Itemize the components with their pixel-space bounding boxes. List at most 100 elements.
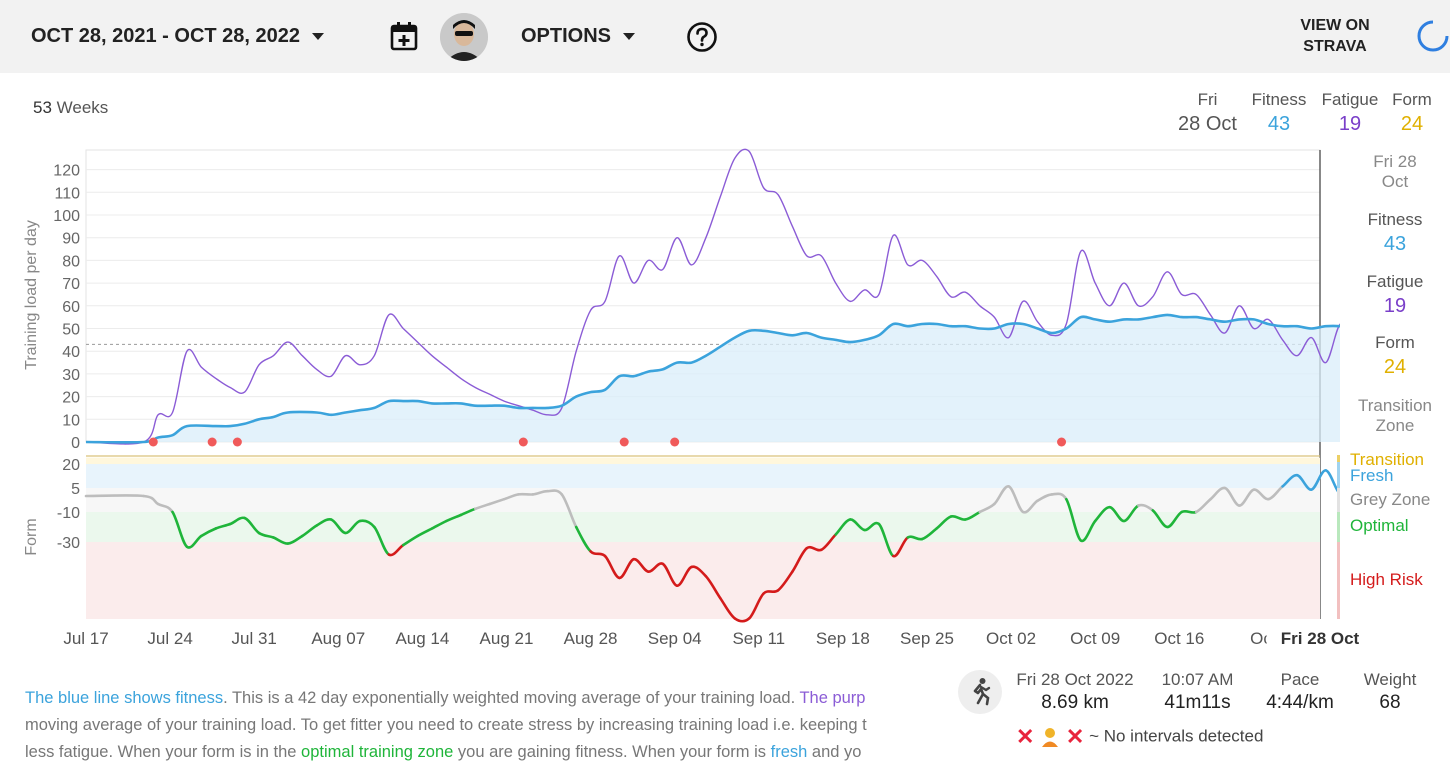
chevron-down-icon	[623, 33, 636, 41]
cross-icon: ✕	[1016, 724, 1035, 749]
zone-label-optimal: Optimal	[1350, 516, 1409, 535]
form-y-tick-label: 5	[71, 481, 80, 498]
calendar-plus-icon[interactable]	[388, 20, 420, 52]
avatar[interactable]	[440, 13, 488, 61]
options-dropdown[interactable]: OPTIONS	[521, 25, 636, 48]
x-tick-label: Jul 24	[147, 629, 193, 648]
summary-fatigue-label: Fatigue	[1321, 90, 1379, 109]
form-line-segment	[1166, 510, 1183, 529]
form-y-tick-label: -30	[57, 535, 80, 552]
form-line-segment	[200, 527, 218, 538]
form-line-segment	[1007, 485, 1025, 514]
form-line-segment	[661, 562, 679, 587]
activity-marker[interactable]	[148, 437, 158, 447]
form-line-segment	[243, 516, 261, 535]
form-line-segment	[747, 592, 765, 620]
sidebar-date: Fri 28 Oct	[1340, 152, 1450, 192]
date-range-selector[interactable]: OCT 28, 2021 - OCT 28, 2022	[31, 25, 325, 48]
activity-marker[interactable]	[232, 437, 242, 447]
summary-form-label: Form	[1392, 90, 1432, 109]
view-on-strava-link[interactable]: VIEW ON STRAVA	[1290, 15, 1380, 57]
activity-weight: Weight 68	[1355, 670, 1425, 714]
loading-spinner-icon	[1417, 20, 1449, 52]
form-line-segment	[301, 524, 318, 538]
form-line-segment	[589, 550, 607, 558]
description-line-3: less fatigue. When your form is in the o…	[25, 739, 940, 763]
form-line-segment	[459, 507, 477, 517]
summary-day: Fri	[1197, 90, 1218, 109]
activity-marker[interactable]	[619, 437, 629, 447]
form-line-segment	[387, 543, 405, 557]
weeks-number: 53	[33, 98, 52, 117]
activity-marker[interactable]	[207, 437, 217, 447]
y-tick-label: 30	[62, 367, 80, 384]
optimal-zone-label: optimal training zone	[301, 743, 454, 761]
form-line-segment	[445, 513, 463, 523]
x-tick-label: Sep 25	[900, 629, 954, 648]
weeks-count: 53 Weeks	[33, 98, 108, 118]
form-line-segment	[1122, 504, 1140, 523]
running-icon[interactable]	[958, 670, 1002, 714]
y-tick-label: 110	[54, 185, 80, 202]
form-line-segment	[1238, 488, 1256, 507]
chevron-down-icon	[312, 33, 325, 41]
sidebar-zone: Transition Zone	[1340, 396, 1450, 436]
activity-distance: 8.69 km	[1041, 692, 1109, 713]
form-line-segment	[1137, 503, 1155, 512]
intervals-text: ~ No intervals detected	[1089, 726, 1264, 746]
activity-badges: ✕ ✕ ~ No intervals detected	[1016, 724, 1263, 750]
description-text: . This is a 42 day exponentially weighte…	[223, 689, 800, 707]
x-tick-label: Sep 04	[647, 629, 702, 648]
fitness-chart[interactable]: 0 10 20 30 40 50 60 70 80 90 100 110 120 20 5 -10 -30 Tr…	[0, 140, 1340, 625]
form-line-segment	[920, 527, 938, 541]
x-tick-label: Oct 09	[1070, 629, 1121, 648]
x-tick-label: Aug 28	[563, 629, 618, 648]
y-axis-label-form: Form	[23, 518, 40, 555]
person-icon	[1039, 726, 1061, 748]
form-line-segment	[546, 489, 564, 496]
help-icon[interactable]	[686, 21, 718, 53]
form-line-segment	[1194, 497, 1212, 514]
zone-grey	[86, 488, 1320, 512]
form-line-segment	[84, 494, 145, 498]
sidebar-date-line1: Fri 28	[1373, 152, 1417, 171]
activity-start-time: 10:07 AM	[1161, 670, 1234, 689]
form-line-segment	[358, 519, 376, 529]
activity-date: Fri 28 Oct 2022	[1016, 670, 1134, 689]
form-line-segment	[618, 557, 636, 580]
activity-date-distance[interactable]: Fri 28 Oct 2022 8.69 km	[1010, 670, 1140, 714]
zone-fresh	[86, 464, 1320, 488]
fitness-explainer-label: The blue line shows fitness	[25, 689, 224, 707]
form-line-segment	[416, 527, 434, 538]
form-line-segment	[171, 510, 189, 548]
strava-line-2: STRAVA	[1303, 38, 1367, 55]
zone-bar-grey	[1337, 488, 1340, 512]
zone-label-high-risk: High Risk	[1350, 570, 1423, 589]
x-tick-label: Sep 18	[815, 629, 870, 648]
y-tick-label: 10	[62, 412, 80, 429]
zone-bar-fresh	[1337, 462, 1340, 488]
summary-form: Form 24	[1388, 90, 1436, 136]
form-line-segment	[935, 515, 953, 530]
activity-marker[interactable]	[670, 437, 680, 447]
form-line-segment	[1180, 509, 1198, 514]
x-tick-label: Oct	[1250, 629, 1277, 648]
form-line-segment	[1065, 497, 1083, 542]
y-tick-label: 70	[62, 276, 80, 293]
activity-marker[interactable]	[518, 437, 528, 447]
form-line-segment	[820, 533, 837, 552]
form-line-segment	[776, 570, 794, 592]
fitness-area	[86, 314, 1340, 442]
weeks-label: Weeks	[56, 98, 109, 117]
form-line-segment	[574, 525, 592, 553]
activity-pace: Pace 4:44/km	[1255, 670, 1345, 714]
form-y-tick-label: -10	[57, 505, 80, 522]
y-tick-label: 20	[62, 390, 80, 407]
description-text: you are gaining fitness. When your form …	[453, 743, 771, 761]
y-tick-label: 60	[62, 299, 80, 316]
sidebar-zone-line1: Transition	[1357, 396, 1432, 415]
activity-weight-value: 68	[1379, 692, 1401, 713]
x-tick-label: Aug 07	[311, 629, 366, 648]
zone-label-grey: Grey Zone	[1350, 490, 1431, 509]
activity-marker[interactable]	[1057, 437, 1067, 447]
